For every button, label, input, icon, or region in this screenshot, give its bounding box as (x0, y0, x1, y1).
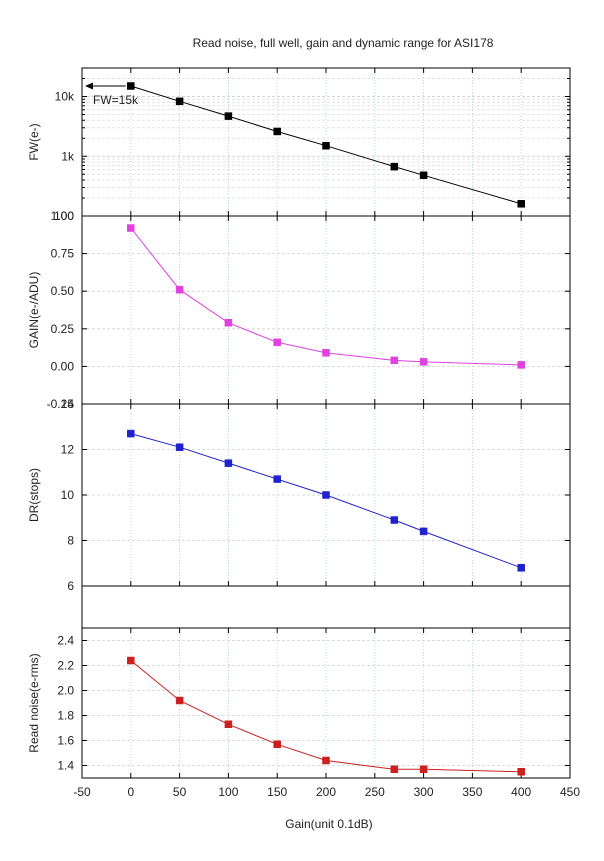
data-point (419, 358, 428, 366)
data-point (175, 696, 184, 705)
data-point (517, 200, 525, 208)
y-tick-label: 14 (61, 397, 75, 411)
annotation-label: FW=15k (93, 93, 139, 107)
y-tick-label: 100 (54, 209, 74, 223)
data-point (390, 765, 399, 773)
data-point (419, 765, 428, 773)
data-point (390, 516, 399, 524)
y-tick-label: 10k (55, 90, 75, 104)
y-tick-label: 0.00 (51, 359, 75, 373)
data-point (127, 429, 135, 438)
panel-2: -0.25 0.00 0.25 0.50 0.75 1.00 GAIN(e-/ADU) (27, 209, 571, 411)
y-tick-label: 1.4 (57, 759, 74, 773)
data-point (273, 740, 281, 748)
empty-panel-frame (81, 585, 571, 629)
x-tick-label: 50 (173, 785, 187, 799)
panel-1: 100 1k 10k FW(e-) FW=15k (27, 67, 571, 223)
annotation-arrow-head (85, 82, 93, 90)
series-line (130, 433, 522, 569)
data-point (390, 356, 399, 365)
y-tick-label: 1.8 (57, 709, 74, 723)
x-tick-label: 450 (560, 785, 580, 799)
y-tick-label: 0.50 (51, 284, 75, 298)
data-point (273, 338, 281, 347)
y-tick-label: 1.00 (51, 209, 75, 223)
y-tick-label: 1.6 (57, 734, 74, 748)
y-tick-label: 1k (61, 149, 75, 163)
y-tick-label: -0.25 (47, 397, 75, 411)
data-point (224, 720, 233, 728)
y-axis-title: FW(e-) (27, 123, 41, 160)
x-tick-label: 150 (267, 785, 287, 799)
plot-area: 1001k10kFW(e-)FW=15k-0.250.000.250.500.7… (27, 67, 580, 799)
data-point (517, 564, 525, 572)
y-tick-label: 2.4 (57, 634, 74, 648)
y-tick-label: 0.75 (51, 247, 75, 261)
y-axis-title: GAIN(e-/ADU) (27, 272, 41, 349)
data-point (273, 475, 281, 483)
y-axis-title: Read noise(e-rms) (27, 653, 41, 752)
data-point (175, 97, 184, 106)
data-point (127, 82, 135, 90)
x-tick-label: 300 (414, 785, 434, 799)
data-point (322, 141, 330, 150)
y-tick-label: 12 (61, 443, 75, 457)
chart-title: Read noise, full well, gain and dynamic … (193, 36, 494, 50)
data-point (517, 768, 525, 776)
y-tick-label: 8 (67, 534, 74, 548)
panel-4: 1.4 1.6 1.8 2.0 2.2 2.4 Read noise(e-rms) (27, 627, 571, 779)
x-tick-label: -50 (73, 785, 91, 799)
x-tick-label: 0 (127, 785, 134, 799)
data-point (224, 319, 233, 327)
y-tick-label: 10 (61, 488, 75, 502)
data-point (419, 171, 428, 180)
x-tick-label: 200 (316, 785, 336, 799)
data-point (175, 443, 184, 451)
y-tick-label: 2.0 (57, 684, 74, 698)
x-axis-title: Gain(unit 0.1dB) (285, 817, 372, 831)
series-line (130, 227, 522, 366)
x-tick-label: 250 (365, 785, 385, 799)
y-tick-label: 6 (67, 579, 74, 593)
y-tick-label: 0.25 (51, 322, 75, 336)
x-tick-label: 350 (462, 785, 482, 799)
x-tick-label: 100 (218, 785, 238, 799)
data-point (322, 491, 330, 499)
data-point (419, 527, 428, 536)
y-tick-label: 2.2 (57, 659, 74, 673)
data-point (322, 349, 330, 357)
data-point (273, 127, 281, 136)
series-line (130, 85, 522, 205)
data-point (175, 285, 184, 294)
series-line (130, 660, 522, 773)
panel-3: 6 8 10 12 14 DR(stops) (27, 397, 571, 593)
data-point (322, 756, 330, 765)
data-point (517, 361, 525, 369)
data-point (390, 162, 399, 171)
x-tick-label: 400 (511, 785, 531, 799)
data-point (127, 224, 135, 232)
data-point (127, 656, 135, 665)
data-point (224, 459, 233, 467)
y-axis-title: DR(stops) (27, 468, 41, 522)
data-point (224, 112, 233, 120)
